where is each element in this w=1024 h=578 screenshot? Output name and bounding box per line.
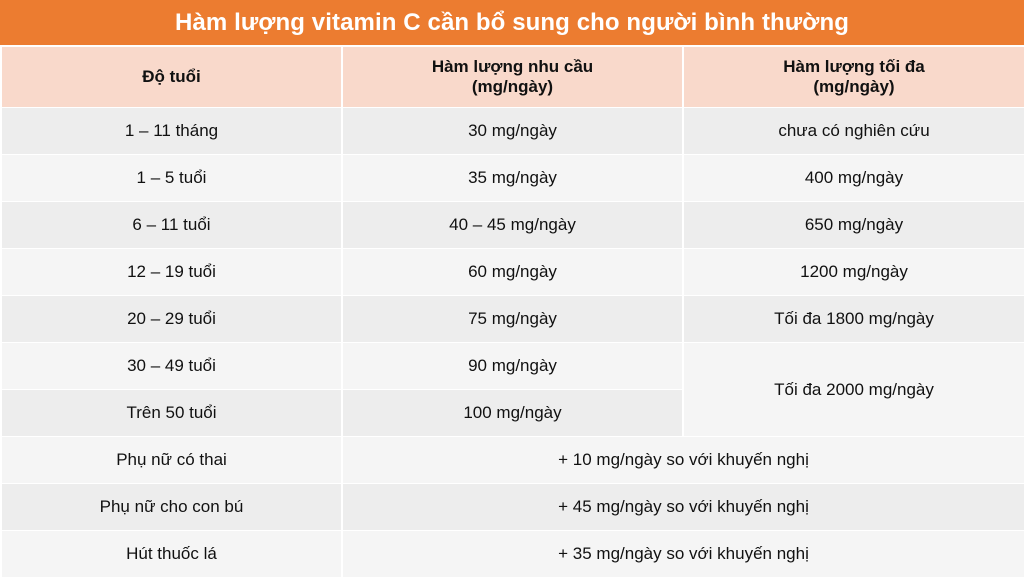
header-need-label: Hàm lượng nhu cầu — [431, 57, 594, 76]
header-age: Độ tuổi — [0, 47, 343, 108]
table-row: 30 – 49 tuổi 90 mg/ngày Tối đa 2000 mg/n… — [0, 342, 1024, 437]
max-cell: chưa có nghiên cứu — [682, 107, 1024, 155]
special-row: Phụ nữ có thai + 10 mg/ngày so với khuyế… — [0, 436, 1024, 484]
need-cell: 100 mg/ngày — [341, 389, 684, 437]
table-row: 20 – 29 tuổi 75 mg/ngày Tối đa 1800 mg/n… — [0, 295, 1024, 343]
need-cell: 90 mg/ngày — [341, 342, 684, 390]
header-age-label: Độ tuổi — [142, 67, 201, 86]
max-cell: Tối đa 1800 mg/ngày — [682, 295, 1024, 343]
group-cell: Phụ nữ cho con bú — [0, 483, 343, 531]
age-cell: Trên 50 tuổi — [0, 389, 343, 437]
need-cell: 40 – 45 mg/ngày — [341, 201, 684, 249]
header-max-unit: (mg/ngày) — [813, 77, 895, 96]
table-title: Hàm lượng vitamin C cần bổ sung cho ngườ… — [0, 0, 1024, 45]
age-cell: 1 – 5 tuổi — [0, 154, 343, 202]
special-row: Phụ nữ cho con bú + 45 mg/ngày so với kh… — [0, 483, 1024, 531]
header-row: Độ tuổi Hàm lượng nhu cầu (mg/ngày) Hàm … — [0, 47, 1024, 108]
age-cell: 6 – 11 tuổi — [0, 201, 343, 249]
group-cell: Phụ nữ có thai — [0, 436, 343, 484]
max-cell: 1200 mg/ngày — [682, 248, 1024, 296]
table-row: 6 – 11 tuổi 40 – 45 mg/ngày 650 mg/ngày — [0, 201, 1024, 249]
note-cell: + 45 mg/ngày so với khuyến nghị — [341, 483, 1024, 531]
table-row: 1 – 5 tuổi 35 mg/ngày 400 mg/ngày — [0, 154, 1024, 202]
age-cell: 1 – 11 tháng — [0, 107, 343, 155]
age-cell: 12 – 19 tuổi — [0, 248, 343, 296]
note-cell: + 10 mg/ngày so với khuyến nghị — [341, 436, 1024, 484]
max-cell: 650 mg/ngày — [682, 201, 1024, 249]
header-max-label: Hàm lượng tối đa — [783, 57, 925, 76]
header-max: Hàm lượng tối đa (mg/ngày) — [682, 47, 1024, 108]
table-row: Trên 50 tuổi 100 mg/ngày — [0, 389, 1024, 437]
header-need-unit: (mg/ngày) — [471, 77, 554, 96]
need-cell: 30 mg/ngày — [341, 107, 684, 155]
max-cell-merged: Tối đa 2000 mg/ngày — [682, 342, 1024, 437]
special-row: Hút thuốc lá + 35 mg/ngày so với khuyến … — [0, 530, 1024, 578]
need-cell: 35 mg/ngày — [341, 154, 684, 202]
max-cell: 400 mg/ngày — [682, 154, 1024, 202]
group-cell: Hút thuốc lá — [0, 530, 343, 578]
need-cell: 75 mg/ngày — [341, 295, 684, 343]
need-cell: 60 mg/ngày — [341, 248, 684, 296]
note-cell: + 35 mg/ngày so với khuyến nghị — [341, 530, 1024, 578]
vitamin-c-table: Độ tuổi Hàm lượng nhu cầu (mg/ngày) Hàm … — [0, 47, 1024, 578]
age-cell: 20 – 29 tuổi — [0, 295, 343, 343]
table-row: 1 – 11 tháng 30 mg/ngày chưa có nghiên c… — [0, 107, 1024, 155]
table-row: 12 – 19 tuổi 60 mg/ngày 1200 mg/ngày — [0, 248, 1024, 296]
age-cell: 30 – 49 tuổi — [0, 342, 343, 390]
header-need: Hàm lượng nhu cầu (mg/ngày) — [341, 47, 684, 108]
